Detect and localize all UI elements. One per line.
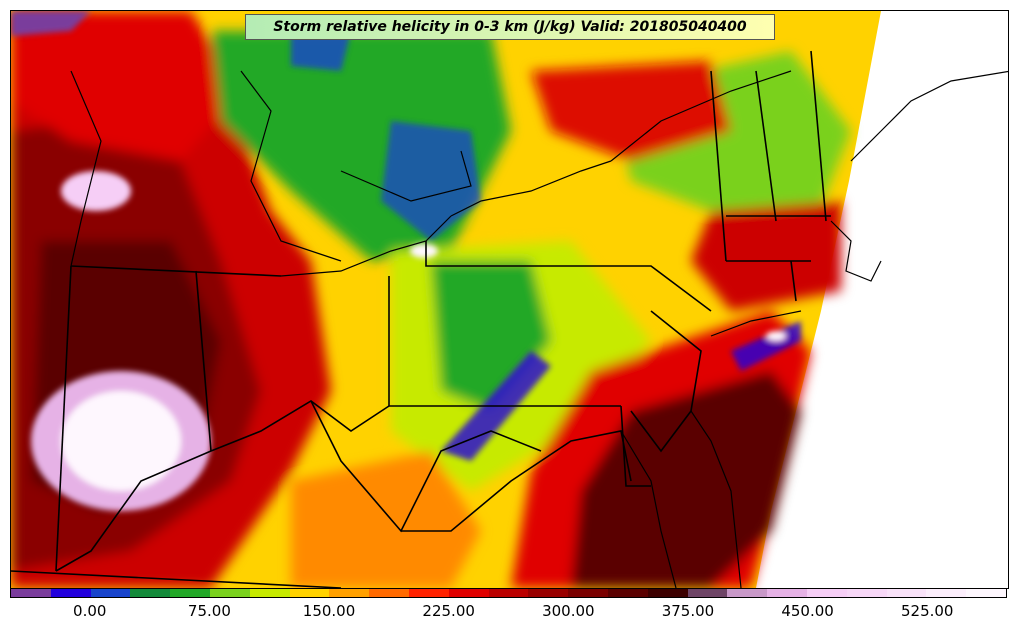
colorbar-segment: [170, 589, 210, 597]
field-southeast-dark: [571, 371, 801, 588]
field-high-longisland: [766, 331, 786, 341]
boundary-michigan-ohio: [70, 265, 282, 277]
colorbar-tick-label: 300.00: [542, 602, 595, 620]
field-blue-lake: [381, 121, 481, 241]
colorbar-segment: [727, 589, 768, 597]
coast-ontario-north: [340, 150, 472, 202]
coast-chesapeake: [620, 430, 677, 588]
colorbar-segment: [846, 589, 887, 597]
colorbar-segment: [926, 589, 967, 597]
colorbar-segment: [488, 589, 529, 597]
field-high-michigan: [61, 171, 131, 211]
field-northeast-red: [691, 201, 841, 311]
coast-lake-erie: [280, 215, 452, 277]
colorbar: [10, 588, 1007, 598]
colorbar-segment: [90, 589, 131, 597]
boundary-illinois-indiana: [55, 265, 72, 572]
field-northwest-red: [11, 11, 241, 161]
field-high-erie: [410, 244, 438, 258]
boundary-pennsylvania-north: [425, 241, 712, 312]
coastlines: [70, 70, 1008, 588]
field-north-red: [531, 61, 731, 161]
boundary-ri: [790, 260, 797, 302]
boundary-ohio-river: [55, 400, 390, 572]
coast-maine: [850, 70, 1008, 162]
field-blue-north: [291, 31, 351, 71]
field-south-orange: [291, 451, 481, 588]
colorbar-tick-label: 0.00: [73, 602, 107, 620]
colorbar-segment: [329, 589, 370, 597]
colorbar-segment: [886, 589, 927, 597]
colorbar-segment: [607, 589, 648, 597]
colorbar-segment: [767, 589, 807, 597]
boundary-vermont-nh: [755, 70, 777, 222]
colorbar-tick-label: 75.00: [187, 602, 231, 620]
colorbar-segment: [568, 589, 608, 597]
coast-virginia: [690, 410, 742, 588]
colorbar-segment: [209, 589, 250, 597]
coast-massachusetts: [830, 220, 882, 282]
helicity-map: [11, 11, 1008, 588]
colorbar-tick-label: 375.00: [661, 602, 715, 620]
colorbar-segment: [369, 589, 409, 597]
map-title-box: Storm relative helicity in 0-3 km (J/kg)…: [245, 14, 775, 40]
colorbar-segment: [528, 589, 569, 597]
colorbar-segment: [289, 589, 330, 597]
colorbar-segment: [687, 589, 728, 597]
colorbar-segment: [130, 589, 171, 597]
colorbar-tick-label: 225.00: [422, 602, 475, 620]
coast-lake-ontario: [450, 160, 612, 217]
colorbar-segment: [806, 589, 847, 597]
boundary-kentucky-south: [11, 570, 342, 588]
colorbar-labels: 0.00 75.00 150.00 225.00 300.00 375.00 450.00 5…: [10, 600, 1007, 622]
colorbar-tick-label: 450.00: [781, 602, 834, 620]
boundary-nh-maine: [810, 50, 827, 222]
colorbar-tick-label: 525.00: [900, 602, 954, 620]
colorbar-segment: [448, 589, 489, 597]
field-highest-kentucky: [61, 391, 181, 491]
map-title: Storm relative helicity in 0-3 km (J/kg)…: [273, 19, 747, 35]
coast-lake-michigan: [70, 70, 102, 267]
coast-lake-huron: [240, 70, 342, 262]
colorbar-segment: [11, 589, 51, 597]
colorbar-segment: [249, 589, 290, 597]
colorbar-segment: [647, 589, 688, 597]
map-panel: [10, 10, 1009, 589]
boundary-newyork-newengland: [710, 70, 727, 262]
coast-st-lawrence: [610, 70, 792, 162]
colorbar-segment: [408, 589, 449, 597]
colorbar-tick-label: 150.00: [302, 602, 356, 620]
boundary-west-virginia: [310, 400, 542, 533]
colorbar-segment: [50, 589, 91, 597]
field-purple-nw: [11, 11, 91, 36]
state-boundaries: [11, 50, 831, 588]
colorbar-segment: [966, 589, 1006, 597]
boundary-indiana-ohio: [195, 270, 212, 452]
coast-longisland: [710, 310, 802, 337]
